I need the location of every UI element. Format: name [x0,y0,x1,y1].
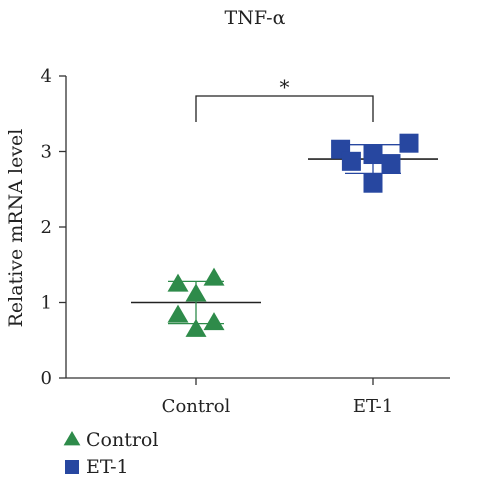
data-point [185,283,207,302]
data-point [341,151,361,171]
significance-label: * [280,75,290,99]
data-point [363,145,383,165]
legend-label: ET-1 [86,456,129,478]
legend-marker [65,460,79,474]
data-point [203,312,225,331]
data-point [363,173,383,193]
data-point [185,318,207,337]
data-point [167,273,189,292]
data-marks: * [131,75,438,337]
y-tick-label: 4 [41,66,52,87]
y-axis-title: Relative mRNA level [5,129,27,328]
significance-bracket [195,95,374,122]
data-point [399,133,419,153]
axes: 0 1 2 3 4 Control ET-1 [41,66,450,417]
x-tick-label: ET-1 [353,396,393,417]
chart-title: TNF-α [225,7,286,29]
legend-marker [63,431,81,446]
y-tick-label: 3 [41,142,52,163]
data-point [167,304,189,323]
y-tick-label: 0 [41,368,52,389]
legend-label: Control [86,429,158,451]
x-tick-label: Control [162,396,231,417]
data-point [203,267,225,286]
y-tick-label: 2 [41,217,52,238]
legend: Control ET-1 [63,429,158,478]
y-tick-label: 1 [41,293,52,314]
data-point [381,154,401,174]
